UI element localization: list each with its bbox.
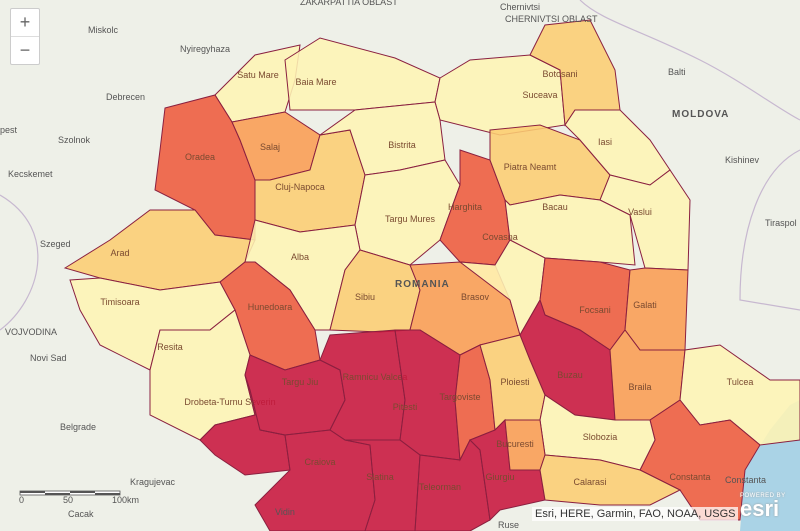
county-slatina[interactable] <box>344 439 421 531</box>
scale-label-100: 100km <box>112 495 139 505</box>
county-label: Targu Jiu <box>282 377 319 387</box>
county-label: Botosani <box>542 69 577 79</box>
county-label: Oradea <box>185 152 215 162</box>
county-label: Braila <box>628 382 651 392</box>
county-label: Timisoara <box>100 297 139 307</box>
place-label: Ruse <box>498 520 519 530</box>
county-label: Targoviste <box>439 392 480 402</box>
county-label: Piatra Neamt <box>504 162 557 172</box>
place-label: Kragujevac <box>130 477 176 487</box>
place-label: Szeged <box>40 239 71 249</box>
place-label: Debrecen <box>106 92 145 102</box>
zoom-control: + − <box>10 8 40 65</box>
county-label: Sibiu <box>355 292 375 302</box>
county-label: Salaj <box>260 142 280 152</box>
place-label: Constanta <box>725 475 766 485</box>
place-label: ZAKARPATTIA OBLAST <box>300 0 398 7</box>
zoom-in-button[interactable]: + <box>19 12 31 32</box>
place-label: Tiraspol <box>765 218 797 228</box>
county-label: Focsani <box>579 305 611 315</box>
zoom-out-button[interactable]: − <box>11 36 39 64</box>
county-label: Baia Mare <box>295 77 336 87</box>
place-label: Nyiregyhaza <box>180 44 230 54</box>
county-label: Bacau <box>542 202 568 212</box>
county-layer: Satu Mare Baia Mare Suceava Botosani Oradea S… <box>63 19 800 531</box>
place-label: Miskolc <box>88 25 119 35</box>
place-label: ROMANIA <box>395 279 450 290</box>
county-calarasi[interactable] <box>539 454 682 506</box>
place-label: CHERNIVTSI OBLAST <box>505 14 598 24</box>
county-label: Galati <box>633 300 657 310</box>
county-label: Suceava <box>522 90 557 100</box>
county-label: Ploiesti <box>500 377 529 387</box>
place-label: Kishinev <box>725 155 760 165</box>
county-label: Alba <box>291 252 309 262</box>
place-label: Vidin <box>275 507 295 517</box>
county-label: Bucuresti <box>496 439 534 449</box>
county-label: Slatina <box>366 472 394 482</box>
county-label: Hunedoara <box>248 302 293 312</box>
county-label: Vaslui <box>628 207 652 217</box>
place-label: Szolnok <box>58 135 91 145</box>
scale-bar: 0 50 100km <box>19 490 139 505</box>
county-label: Arad <box>110 248 129 258</box>
county-label: Bistrita <box>388 140 416 150</box>
county-label: Brasov <box>461 292 490 302</box>
place-label: pest <box>0 125 18 135</box>
county-label: Cluj-Napoca <box>275 182 325 192</box>
esri-wordmark: esri <box>740 496 780 521</box>
scale-label-0: 0 <box>19 495 24 505</box>
place-label: Novi Sad <box>30 353 67 363</box>
place-label: MOLDOVA <box>672 109 729 120</box>
county-targu-jiu[interactable] <box>244 354 346 436</box>
county-label: Constanta <box>669 472 710 482</box>
county-label: Pitesti <box>393 402 418 412</box>
county-label: Satu Mare <box>237 70 279 80</box>
county-label: Buzau <box>557 370 583 380</box>
county-label: Iasi <box>598 137 612 147</box>
place-label: Kecskemet <box>8 169 53 179</box>
esri-logo[interactable]: POWERED BY esri <box>740 493 786 521</box>
place-label: Balti <box>668 67 686 77</box>
powered-by-text: POWERED BY <box>740 493 786 499</box>
county-label: Craiova <box>304 457 335 467</box>
county-label: Drobeta-Turnu Severin <box>184 397 275 407</box>
county-label: Giurgiu <box>485 472 514 482</box>
county-label: Resita <box>157 342 183 352</box>
county-label: Slobozia <box>583 432 618 442</box>
county-label: Covasna <box>482 232 518 242</box>
place-label: Belgrade <box>60 422 96 432</box>
attribution: Esri, HERE, Garmin, FAO, NOAA, USGS <box>532 507 739 521</box>
county-label: Ramnicu Valcea <box>343 372 408 382</box>
place-label: Chernivtsi <box>500 2 540 12</box>
scale-label-50: 50 <box>63 495 73 505</box>
county-label: Harghita <box>448 202 482 212</box>
county-label: Teleorman <box>419 482 461 492</box>
place-label: VOJVODINA <box>5 327 57 337</box>
county-label: Tulcea <box>727 377 754 387</box>
county-label: Targu Mures <box>385 214 436 224</box>
place-label: Cacak <box>68 509 94 519</box>
county-label: Calarasi <box>573 477 606 487</box>
